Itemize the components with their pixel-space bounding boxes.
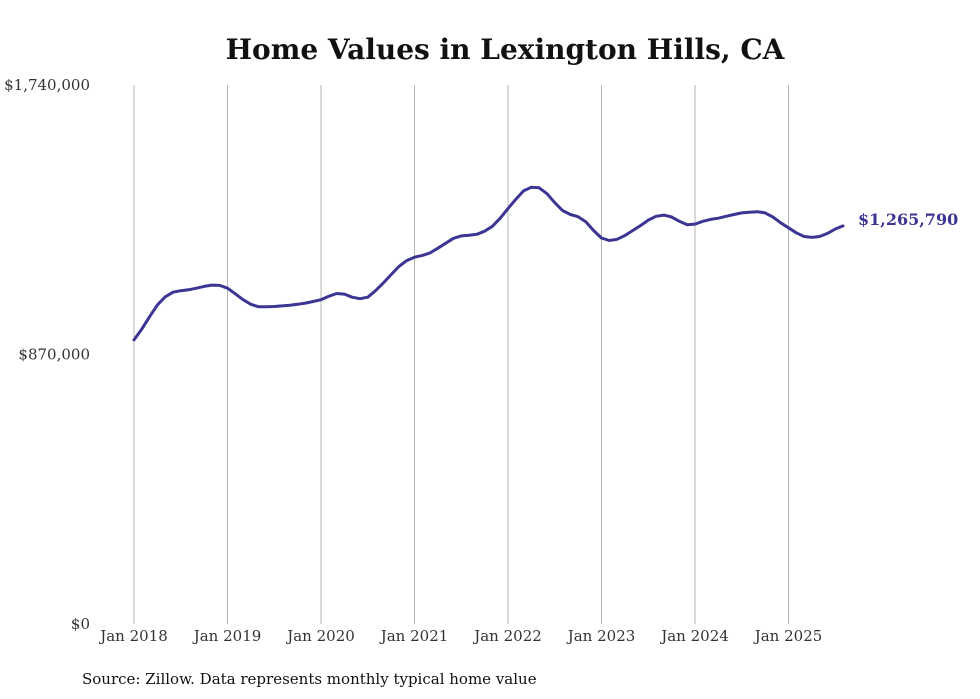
end-value-label: $1,265,790 — [858, 210, 958, 229]
y-tick-label: $870,000 — [18, 346, 90, 364]
series-line — [132, 185, 845, 342]
y-axis-ticks: $0 $870,000 $1,740,000 — [4, 76, 90, 633]
gridlines — [133, 85, 789, 624]
x-tick-label: Jan 2023 — [566, 627, 636, 645]
series-layer — [132, 185, 845, 342]
x-tick-label: Jan 2024 — [659, 627, 729, 645]
x-tick-label: Jan 2021 — [379, 627, 449, 645]
y-tick-label: $0 — [71, 615, 90, 633]
source-note: Source: Zillow. Data represents monthly … — [82, 670, 537, 688]
x-tick-label: Jan 2025 — [753, 627, 823, 645]
x-tick-label: Jan 2018 — [98, 627, 168, 645]
x-axis-ticks: Jan 2018 Jan 2019 Jan 2020 Jan 2021 Jan 2022… — [98, 627, 822, 645]
x-tick-label: Jan 2020 — [285, 627, 355, 645]
x-tick-label: Jan 2022 — [472, 627, 542, 645]
chart-title: Home Values in Lexington Hills, CA — [226, 33, 786, 66]
y-tick-label: $1,740,000 — [4, 76, 90, 94]
x-tick-label: Jan 2019 — [192, 627, 262, 645]
